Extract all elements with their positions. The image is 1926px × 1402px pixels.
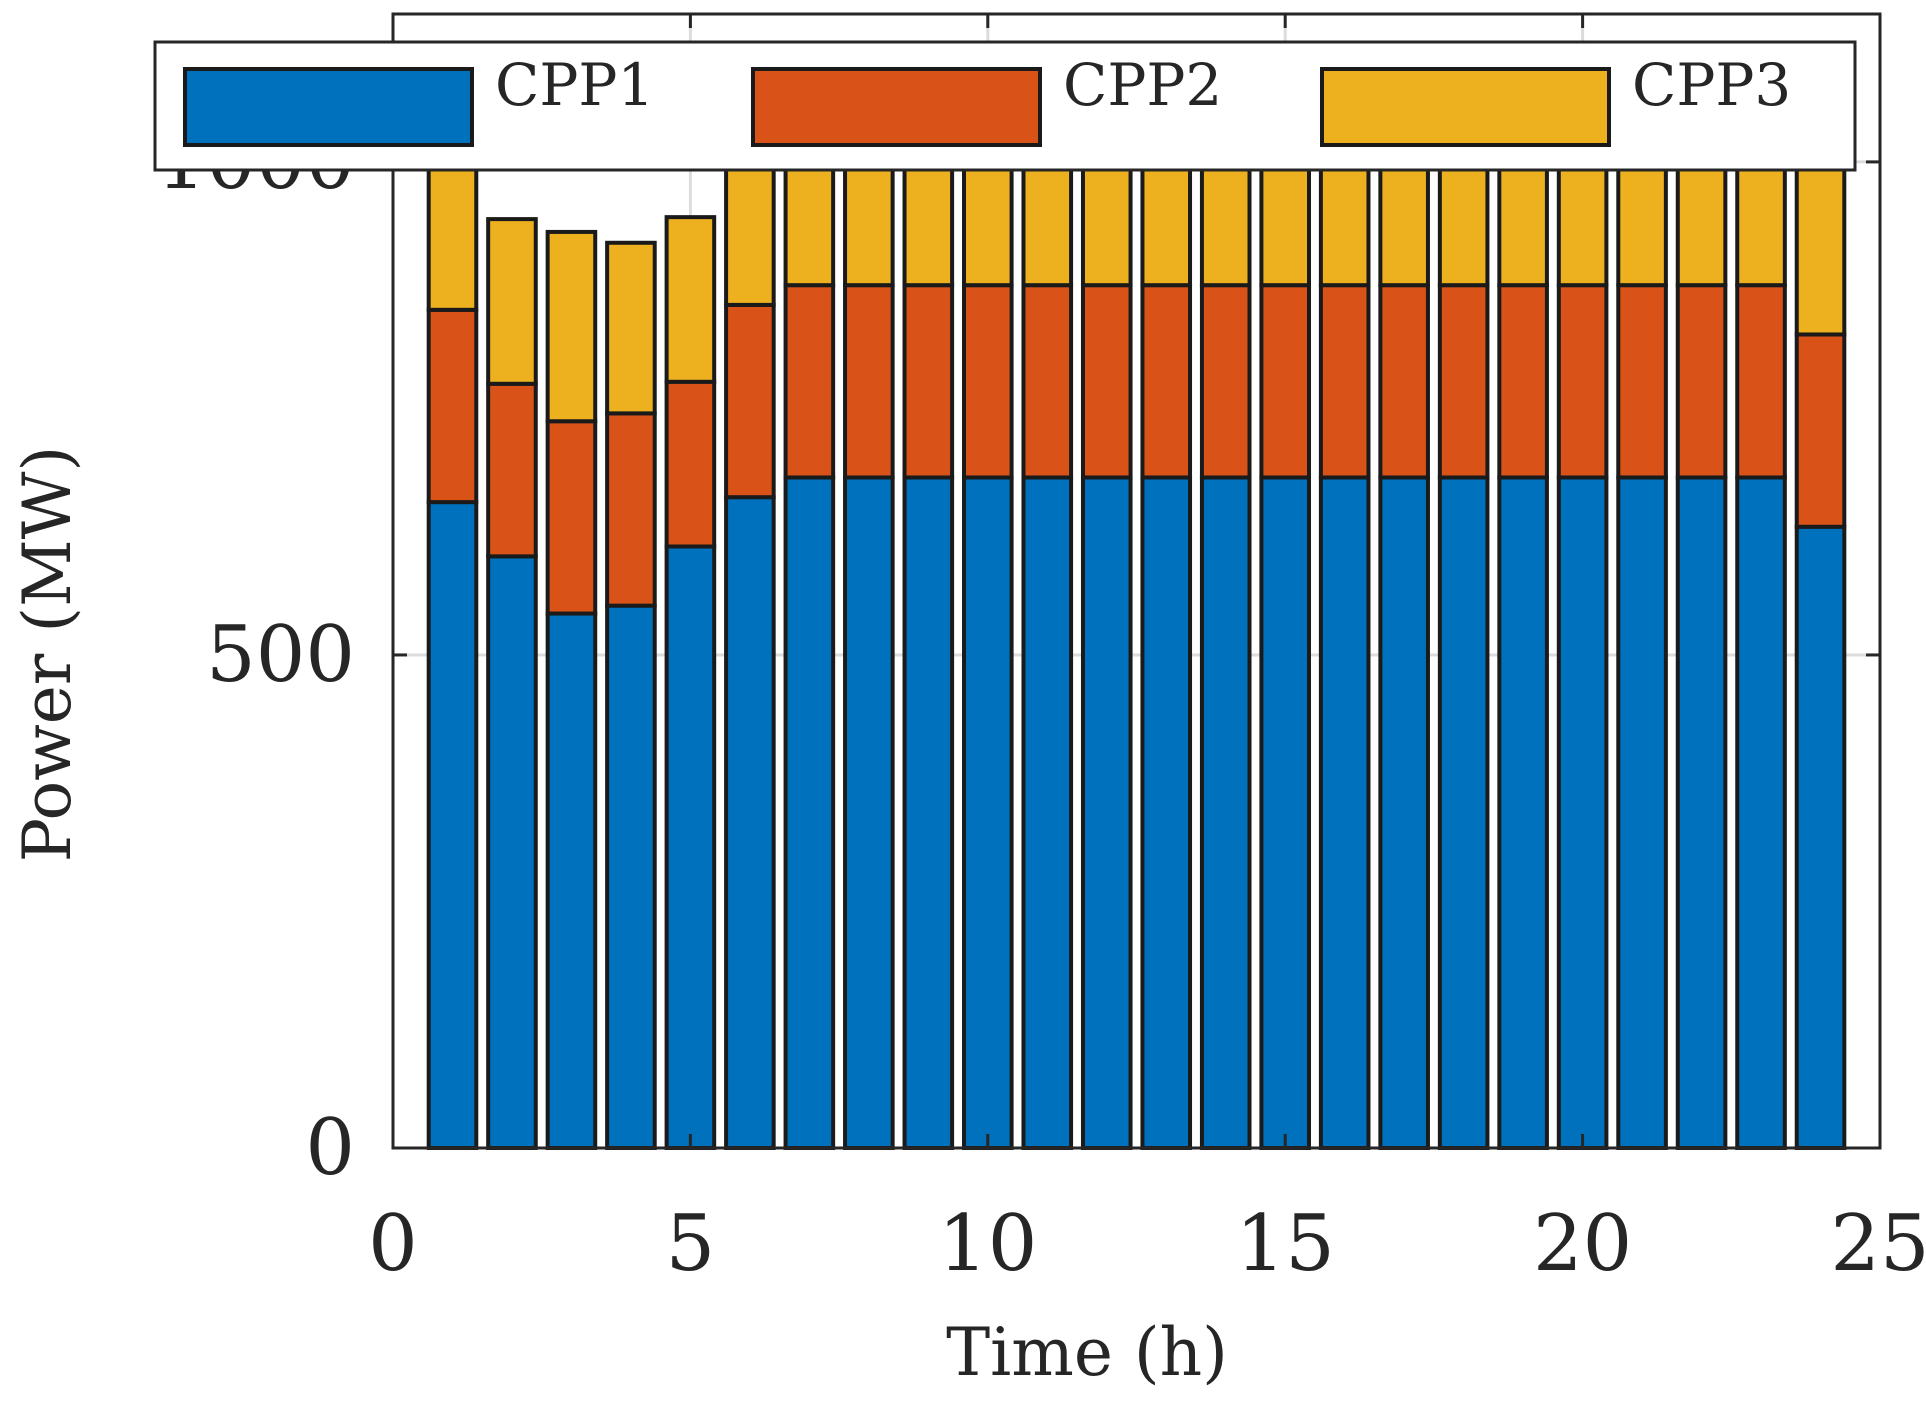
bar-cpp1-t13	[1140, 475, 1193, 1150]
x-axis-label: Time (h)	[946, 1314, 1228, 1391]
legend-label-cpp2: CPP2	[1063, 51, 1222, 119]
bar-cpp1-t2	[486, 554, 538, 1150]
bar-cpp1-t16	[1318, 475, 1371, 1150]
bar-cpp3-t3	[545, 229, 598, 424]
x-tick-label: 15	[1236, 1199, 1335, 1289]
bar-cpp1-t4	[605, 603, 657, 1150]
bar-cpp1-t10	[962, 475, 1014, 1150]
bar-cpp2-t16	[1318, 283, 1371, 480]
bar-cpp2-t17	[1378, 283, 1430, 480]
x-tick-label: 10	[938, 1199, 1037, 1289]
bar-cpp1-t18	[1437, 475, 1490, 1150]
bar-cpp2-t20	[1556, 283, 1609, 480]
bar-cpp2-t11	[1021, 283, 1074, 480]
y-axis-label: Power (MW)	[9, 446, 86, 862]
bar-cpp2-t1	[426, 307, 479, 505]
bar-cpp2-t9	[902, 283, 955, 480]
x-tick-label: 5	[666, 1199, 716, 1289]
bar-cpp2-t10	[962, 283, 1014, 480]
x-tick-label: 25	[1830, 1199, 1926, 1289]
bar-cpp2-t19	[1497, 283, 1549, 480]
bar-cpp1-t23	[1735, 475, 1787, 1150]
bar-cpp2-t18	[1437, 283, 1490, 480]
bar-cpp1-t11	[1021, 475, 1074, 1150]
plot-frame	[391, 12, 1882, 1150]
bar-cpp2-t2	[486, 381, 538, 559]
bar-cpp1-t6	[724, 495, 776, 1150]
bar-cpp2-t6	[724, 302, 776, 500]
bar-cpp2-t4	[605, 411, 657, 608]
bar-cpp1-t22	[1675, 475, 1728, 1150]
bar-cpp1-t12	[1080, 475, 1133, 1150]
legend-label-cpp3: CPP3	[1632, 51, 1791, 119]
y-tick-label: 0	[305, 1103, 355, 1193]
bar-cpp2-t23	[1735, 283, 1787, 480]
legend-swatch-cpp3	[1320, 67, 1611, 147]
legend-swatch-cpp1	[183, 67, 474, 147]
bar-cpp1-t20	[1556, 475, 1609, 1150]
bar-cpp2-t15	[1259, 283, 1311, 480]
bar-cpp1-t24	[1794, 524, 1847, 1150]
bar-cpp1-t9	[902, 475, 955, 1150]
bar-cpp1-t19	[1497, 475, 1549, 1150]
bar-cpp1-t8	[843, 475, 895, 1150]
bar-cpp1-t21	[1616, 475, 1668, 1150]
bar-cpp2-t22	[1675, 283, 1728, 480]
bar-cpp1-t15	[1259, 475, 1311, 1150]
bar-cpp2-t21	[1616, 283, 1668, 480]
x-tick-label: 20	[1533, 1199, 1632, 1289]
bar-cpp1-t7	[783, 475, 836, 1150]
legend-swatch-cpp2	[751, 67, 1042, 147]
bar-cpp2-t24	[1794, 332, 1847, 529]
bar-cpp2-t12	[1080, 283, 1133, 480]
x-tick-labels: 0 5 10 15 20 25	[368, 1199, 1926, 1289]
bar-cpp2-t5	[664, 379, 717, 549]
bar-cpp2-t8	[843, 283, 895, 480]
bar-cpp2-t7	[783, 283, 836, 480]
bar-cpp1-t3	[545, 611, 598, 1150]
y-tick-label: 500	[206, 610, 355, 700]
bar-cpp3-t2	[486, 217, 538, 386]
bar-cpp2-t14	[1199, 283, 1252, 480]
y-tick-labels: 05001000	[156, 117, 355, 1193]
legend: CPP1 CPP2 CPP3	[153, 40, 1857, 172]
bar-cpp2-t13	[1140, 283, 1193, 480]
bar-cpp1-t17	[1378, 475, 1430, 1150]
bar-cpp1-t1	[426, 500, 479, 1150]
bar-cpp3-t4	[605, 240, 657, 416]
bar-cpp1-t5	[664, 544, 717, 1150]
bar-cpp3-t5	[664, 215, 717, 384]
bar-cpp2-t3	[545, 419, 598, 616]
legend-label-cpp1: CPP1	[495, 51, 654, 119]
x-tick-label: 0	[368, 1199, 418, 1289]
bar-cpp1-t14	[1199, 475, 1252, 1150]
